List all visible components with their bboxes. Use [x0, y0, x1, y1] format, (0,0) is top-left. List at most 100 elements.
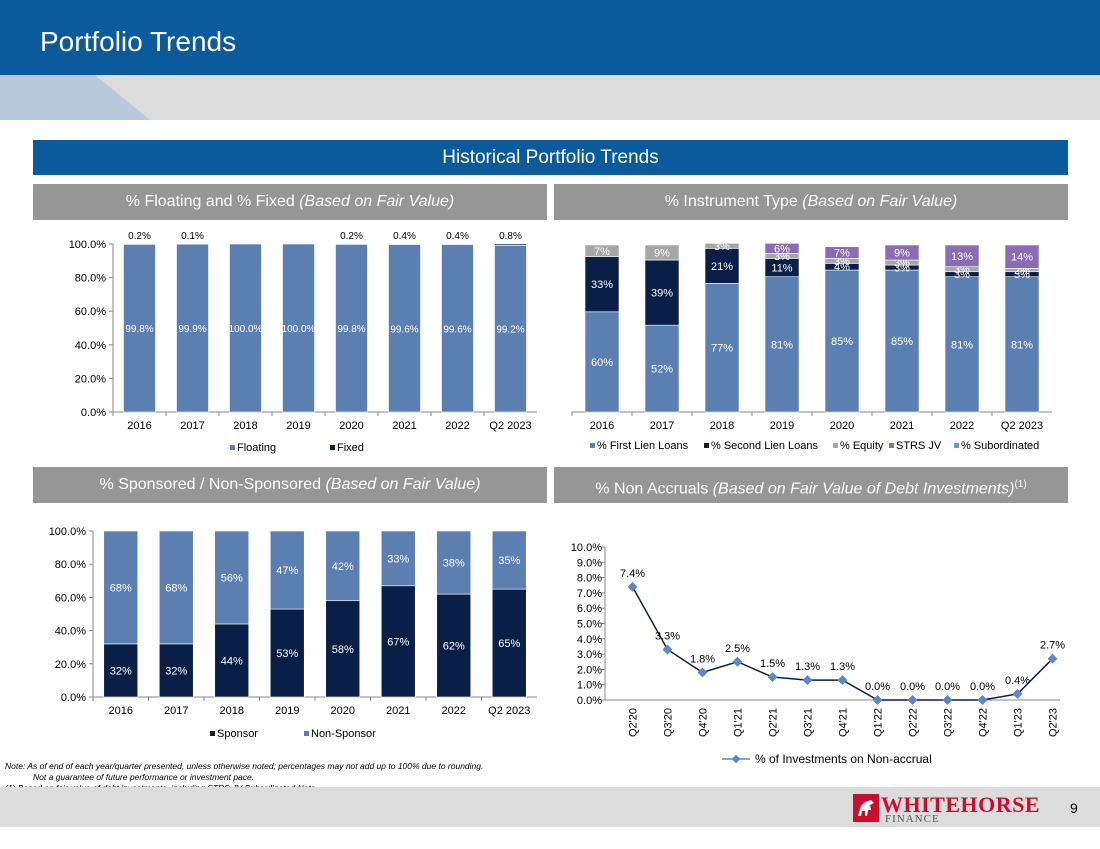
data-label: 81%: [951, 339, 973, 351]
bar-segment: [1004, 244, 1040, 269]
data-label: 7%: [834, 248, 850, 260]
instrument-type-chart: 60% 33% 7% 2016 52% 39% 9% 2017 77% 21% 3% 2018 81% 1…: [571, 241, 1052, 452]
data-label: 9%: [894, 248, 910, 260]
data-label: 99.6%: [390, 324, 418, 335]
legend-swatch: [889, 443, 894, 448]
whitehorse-logo: WHITEHORSE FINANCE: [853, 792, 1048, 825]
data-point: [837, 675, 848, 686]
bar-segment: [214, 530, 250, 625]
bar-segment: [884, 269, 920, 413]
data-label: 0.0%: [935, 681, 960, 693]
horse-logo-icon: [853, 794, 879, 822]
data-label: 99.6%: [443, 324, 471, 335]
y-tick-label: 6.0%: [577, 603, 602, 615]
data-label: 67%: [387, 636, 409, 648]
data-label: 32%: [110, 665, 132, 677]
x-tick-label: 2019: [770, 420, 794, 432]
bar-segment: [436, 593, 472, 698]
data-label: 14%: [1011, 252, 1033, 264]
data-label: 1.5%: [760, 658, 785, 670]
data-label: 60%: [591, 357, 613, 369]
data-label: 0.0%: [970, 681, 995, 693]
bar-segment: [824, 246, 860, 259]
data-label: 100.0%: [229, 324, 263, 335]
data-label: 1.8%: [690, 653, 715, 665]
y-tick-label: 8.0%: [577, 573, 602, 585]
footer-bar: [0, 787, 1100, 827]
bar-segment: [764, 243, 800, 254]
bar-segment: [644, 244, 680, 261]
bar-segment: [824, 269, 860, 413]
bar-segment: [335, 244, 368, 413]
data-point: [767, 672, 778, 682]
data-point: [907, 695, 918, 705]
sponsored-chart: 0.0% 20.0% 40.0% 60.0% 80.0% 100.0% 32% 68% 2016…: [49, 526, 537, 740]
x-tick-label: 2022: [445, 420, 469, 432]
x-tick-label: 2021: [890, 420, 914, 432]
y-tick-label: 40.0%: [75, 340, 106, 352]
panel-title-main: % Instrument Type: [664, 193, 803, 210]
data-label: 52%: [651, 364, 673, 376]
data-label: 3%: [894, 258, 910, 270]
panel-title-main: % Sponsored / Non-Sponsored: [99, 476, 326, 493]
bar-segment: [944, 276, 980, 413]
data-point: [662, 644, 673, 655]
panel-title-italic: (Based on Fair Value): [802, 193, 958, 210]
floating-fixed-chart: 0.0% 20.0% 40.0% 60.0% 80.0% 100.0% 99.8% 0.2% 2…: [69, 231, 537, 454]
legend-swatch: [304, 731, 309, 736]
data-label: 0.4%: [393, 231, 416, 242]
y-tick-label: 3.0%: [577, 649, 602, 661]
data-label: 85%: [831, 336, 853, 348]
data-label: 0.4%: [446, 231, 469, 242]
data-label: 42%: [332, 561, 354, 573]
data-label: 0.2%: [340, 231, 363, 242]
data-label: 0.8%: [499, 231, 522, 242]
y-tick-label: 60.0%: [75, 306, 106, 318]
data-label: 33%: [591, 279, 613, 291]
legend-label: % Equity: [840, 440, 884, 452]
data-label: 100.0%: [282, 324, 316, 335]
x-tick-label: Q1'23: [1013, 708, 1025, 737]
x-tick-label: 2016: [127, 420, 151, 432]
data-point: [1047, 653, 1058, 664]
data-label: 3%: [834, 256, 850, 268]
x-tick-label: Q3'22: [943, 708, 955, 737]
data-label: 99.2%: [496, 325, 524, 336]
x-tick-label: Q4'20: [698, 708, 710, 737]
bar-segment: [494, 243, 527, 246]
legend-label: STRS JV: [896, 440, 942, 452]
x-tick-label: 2017: [650, 420, 674, 432]
data-label: 81%: [771, 339, 793, 351]
x-tick-label: Q2'23: [1048, 708, 1060, 737]
y-tick-label: 40.0%: [55, 626, 86, 638]
data-label: 53%: [276, 648, 298, 660]
data-label: 44%: [221, 655, 243, 667]
x-tick-label: Q3'20: [663, 708, 675, 737]
y-tick-label: 7.0%: [577, 588, 602, 600]
data-label: 7%: [594, 246, 610, 258]
data-label: 65%: [498, 638, 520, 650]
bar-segment: [380, 530, 416, 587]
bar-segment: [704, 243, 740, 249]
x-tick-label: Q4'21: [838, 708, 850, 737]
panel-title-italic: (Based on Fair Value): [299, 193, 455, 210]
bar-segment: [494, 245, 527, 413]
bar-segment: [644, 259, 680, 326]
y-tick-label: 20.0%: [55, 659, 86, 671]
y-tick-label: 10.0%: [571, 542, 602, 554]
non-accruals-chart: 0.0% 1.0% 2.0% 3.0% 4.0% 5.0% 6.0% 7.0% 8.0% 9.0%…: [571, 542, 1065, 766]
panel-title-italic: (Based on Fair Value of Debt Investments…: [712, 480, 1015, 498]
bar-segment: [944, 244, 980, 268]
x-tick-label: 2019: [275, 705, 299, 717]
y-tick-label: 1.0%: [577, 680, 602, 692]
data-point: [872, 695, 883, 705]
data-label: 1.3%: [795, 661, 820, 673]
bar-segment: [282, 243, 315, 413]
data-label: 1.3%: [830, 661, 855, 673]
legend-label: % First Lien Loans: [597, 440, 689, 452]
y-tick-label: 60.0%: [55, 592, 86, 604]
legend-label: Non-Sponsor: [311, 728, 376, 740]
bar-segment: [388, 243, 421, 245]
bar-segment: [176, 243, 209, 413]
y-tick-label: 0.0%: [81, 407, 106, 419]
